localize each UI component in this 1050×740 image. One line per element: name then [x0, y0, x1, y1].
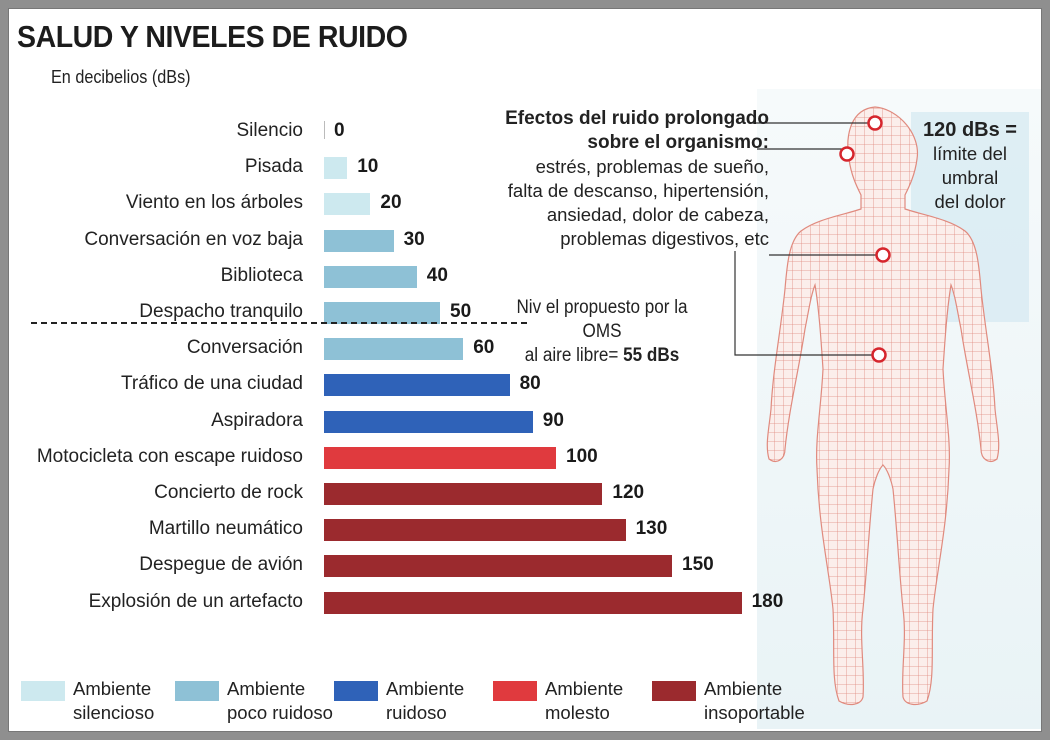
bar-value-label: 60 — [473, 337, 495, 359]
bar-value-label: 30 — [403, 228, 425, 250]
bar-category-label: Biblioteca — [220, 264, 303, 286]
bar-category-label: Explosión de un artefacto — [88, 590, 303, 612]
bar-value-label: 100 — [566, 445, 598, 467]
legend-label: Ambiente insoportable — [704, 677, 805, 725]
pain-threshold-line: límite del — [932, 143, 1008, 164]
legend-label: Ambiente molesto — [545, 677, 623, 725]
bar — [324, 374, 510, 397]
bar-value-label: 20 — [380, 192, 402, 214]
connector-line — [734, 251, 875, 356]
bar — [324, 157, 348, 180]
legend-swatch — [334, 681, 378, 701]
bar-category-label: Tráfico de una ciudad — [120, 373, 303, 395]
legend-label: Ambiente silencioso — [73, 677, 154, 725]
bar-category-label: Conversación en voz baja — [84, 228, 303, 250]
effects-line: ansiedad, dolor de cabeza, — [546, 204, 769, 225]
legend-label-line1: Ambiente — [545, 678, 624, 699]
legend-label-line2: insoportable — [704, 702, 805, 723]
bar — [324, 338, 464, 361]
legend-label-line2: molesto — [545, 702, 610, 723]
organ-marker — [871, 347, 887, 363]
bar-category-label: Aspiradora — [211, 409, 303, 431]
bar-value-label: 10 — [357, 156, 379, 178]
chart-title: SALUD Y NIVELES DE RUIDO — [17, 19, 408, 54]
bar-category-label: Martillo neumático — [148, 518, 303, 540]
legend-swatch — [652, 681, 696, 701]
bar-value-label: 40 — [426, 264, 448, 286]
infographic-frame: SALUD Y NIVELES DE RUIDO En decibelios (… — [8, 8, 1042, 732]
human-body-figure — [734, 106, 1000, 706]
oms-note-line1: Niv el propuesto por la OMS — [516, 297, 688, 342]
effects-line: falta de descanso, hipertensión, — [507, 180, 769, 201]
effects-heading-line2: sobre el organismo: — [587, 132, 769, 153]
legend-label-line2: silencioso — [73, 702, 155, 723]
bar — [324, 591, 742, 614]
legend-label-line2: poco ruidoso — [227, 702, 333, 723]
bar-category-label: Silencio — [236, 120, 303, 141]
bar-value-label: 80 — [519, 373, 541, 395]
legend-swatch — [175, 681, 219, 701]
legend-label-line1: Ambiente — [704, 678, 783, 699]
bar-value-label: 90 — [542, 409, 564, 431]
bar-value-label: 50 — [450, 301, 472, 322]
oms-reference-line — [31, 322, 527, 324]
bar — [324, 193, 371, 216]
pain-threshold-head: 120 dBs = — [923, 119, 1017, 141]
bar-category-label: Despegue de avión — [139, 554, 303, 576]
legend-label: Ambiente poco ruidoso — [227, 677, 333, 725]
chart-subtitle: En decibelios (dBs) — [51, 67, 191, 87]
organ-marker — [875, 247, 891, 263]
legend-swatch — [21, 681, 65, 701]
bar-value-label: 120 — [612, 482, 645, 503]
bar-value-label: 180 — [751, 590, 784, 612]
bar-value-label: 150 — [682, 554, 714, 576]
organ-marker — [867, 115, 883, 131]
bar-value-label: 130 — [635, 518, 668, 540]
legend-label-line2: ruidoso — [386, 702, 447, 723]
bar-category-label: Concierto de rock — [154, 482, 303, 503]
legend-label-line1: Ambiente — [227, 678, 306, 699]
legend-label: Ambiente ruidoso — [386, 677, 464, 725]
legend-label-line1: Ambiente — [386, 678, 465, 699]
legend-swatch — [493, 681, 537, 701]
bar — [324, 265, 417, 288]
bar — [324, 483, 603, 505]
effects-line: estrés, problemas de sueño, — [535, 156, 769, 177]
health-effects-text: Efectos del ruido prolongado sobre el or… — [449, 107, 769, 251]
bar — [324, 410, 533, 433]
bar-category-label: Viento en los árboles — [125, 192, 303, 214]
axis-baseline — [324, 121, 325, 139]
pain-threshold-line: del dolor — [934, 191, 1006, 212]
pain-threshold-line: umbral — [941, 167, 999, 188]
bar-category-label: Motocicleta con escape ruidoso — [36, 445, 303, 467]
effects-line: problemas digestivos, etc — [560, 228, 769, 249]
oms-note-value: 55 dBs — [623, 345, 680, 366]
bar — [324, 446, 556, 469]
legend-label-line1: Ambiente — [73, 678, 152, 699]
bar — [324, 519, 626, 542]
bar-category-label: Despacho tranquilo — [139, 301, 303, 322]
bar-category-label: Conversación — [186, 337, 303, 359]
bar — [324, 555, 672, 578]
bar — [324, 229, 394, 252]
bar — [324, 302, 440, 324]
effects-heading-line1: Efectos del ruido prolongado — [505, 108, 769, 129]
body-mesh — [766, 106, 1000, 706]
bar-category-label: Pisada — [244, 156, 303, 178]
oms-note-line2: al aire libre= — [524, 345, 619, 366]
bar-value-label: 0 — [334, 120, 345, 141]
oms-reference-note: Niv el propuesto por la OMS al aire libr… — [487, 296, 717, 368]
organ-marker — [839, 146, 855, 162]
